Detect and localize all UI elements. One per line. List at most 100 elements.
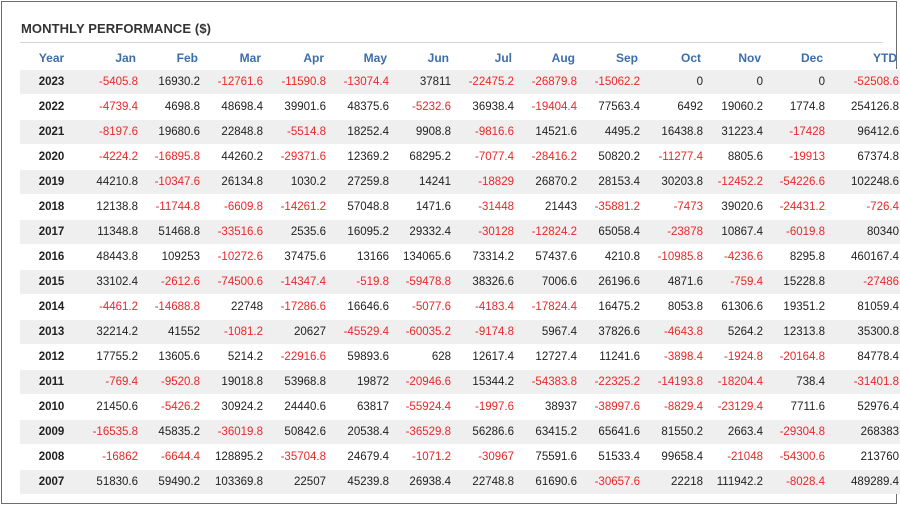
month-value-cell: 17755.2 — [83, 344, 142, 370]
month-value-cell: 26196.6 — [581, 269, 644, 295]
column-header-mar: Mar — [239, 50, 261, 65]
table-row: 2012 17755.2 13605.6 5214.2 -22916.6 59893.6 6… — [20, 344, 900, 370]
month-value-cell: 13166 — [330, 244, 393, 270]
year-cell: 2018 — [20, 194, 83, 220]
month-value-cell: -9520.8 — [142, 369, 204, 395]
year-cell: 2023 — [20, 69, 83, 95]
month-value-cell: 77563.4 — [581, 94, 644, 120]
month-value-cell: -1924.8 — [707, 344, 767, 370]
month-value-cell: 30203.8 — [644, 169, 707, 195]
month-value-cell: 15344.2 — [455, 369, 518, 395]
month-value-cell: -4643.8 — [644, 319, 707, 345]
ytd-cell: 84778.4 — [829, 344, 900, 370]
month-value-cell: -28416.2 — [518, 144, 581, 170]
month-value-cell: -10347.6 — [142, 169, 204, 195]
ytd-cell: 52976.4 — [829, 394, 900, 420]
month-value-cell: -769.4 — [83, 369, 142, 395]
month-value-cell: -5232.6 — [393, 94, 455, 120]
ytd-cell: 67374.8 — [829, 144, 900, 170]
month-value-cell: 27259.8 — [330, 169, 393, 195]
month-value-cell: -29371.6 — [267, 144, 330, 170]
month-value-cell: -2612.6 — [142, 269, 204, 295]
month-value-cell: 13605.6 — [142, 344, 204, 370]
column-header-jan: Jan — [115, 50, 136, 65]
month-value-cell: 51468.8 — [142, 219, 204, 245]
month-value-cell: 19872 — [330, 369, 393, 395]
column-header-aug: Aug — [551, 50, 575, 65]
month-value-cell: 2535.6 — [267, 219, 330, 245]
month-value-cell: -60035.2 — [393, 319, 455, 345]
column-header-dec: Dec — [800, 50, 823, 65]
month-value-cell: 14241 — [393, 169, 455, 195]
column-header-ytd: YTD — [873, 50, 897, 65]
month-value-cell: 16646.6 — [330, 294, 393, 320]
month-value-cell: 4698.8 — [142, 94, 204, 120]
table-row: 2016 48443.8 109253 -10272.6 37475.6 13166 134… — [20, 244, 900, 270]
month-value-cell: 22748.8 — [455, 469, 518, 494]
month-value-cell: -22916.6 — [267, 344, 330, 370]
month-value-cell: 0 — [644, 69, 707, 95]
month-value-cell: 12313.8 — [767, 319, 829, 345]
month-value-cell: 12138.8 — [83, 194, 142, 220]
year-cell: 2021 — [20, 119, 83, 145]
month-value-cell: -9174.8 — [455, 319, 518, 345]
month-value-cell: -519.8 — [330, 269, 393, 295]
month-value-cell: -9816.6 — [455, 119, 518, 145]
month-value-cell: 26938.4 — [393, 469, 455, 494]
month-value-cell: -17286.6 — [267, 294, 330, 320]
month-value-cell: 63415.2 — [518, 419, 581, 445]
month-value-cell: -5426.2 — [142, 394, 204, 420]
month-value-cell: 81550.2 — [644, 419, 707, 445]
month-value-cell: 26870.2 — [518, 169, 581, 195]
month-value-cell: 31223.4 — [707, 119, 767, 145]
month-value-cell: -14688.8 — [142, 294, 204, 320]
month-value-cell: 37475.6 — [267, 244, 330, 270]
month-value-cell: 65641.6 — [581, 419, 644, 445]
month-value-cell: -55924.4 — [393, 394, 455, 420]
month-value-cell: 0 — [707, 69, 767, 95]
header-row: Year Jan Feb Mar Apr May Jun Jul Aug Sep Oct Nov Dec… — [20, 46, 900, 70]
month-value-cell: 19060.2 — [707, 94, 767, 120]
month-value-cell: -6644.4 — [142, 444, 204, 470]
table-row: 2010 21450.6 -5426.2 30924.2 24440.6 63817 -55… — [20, 394, 900, 420]
month-value-cell: -14193.8 — [644, 369, 707, 395]
month-value-cell: 20538.4 — [330, 419, 393, 445]
month-value-cell: 57048.8 — [330, 194, 393, 220]
year-cell: 2008 — [20, 444, 83, 470]
month-value-cell: 9908.8 — [393, 119, 455, 145]
month-value-cell: -24431.2 — [767, 194, 829, 220]
month-value-cell: 738.4 — [767, 369, 829, 395]
month-value-cell: 628 — [393, 344, 455, 370]
month-value-cell: 7711.6 — [767, 394, 829, 420]
year-cell: 2014 — [20, 294, 83, 320]
month-value-cell: -54300.6 — [767, 444, 829, 470]
month-value-cell: -12824.2 — [518, 219, 581, 245]
month-value-cell: 39901.6 — [267, 94, 330, 120]
month-value-cell: -1071.2 — [393, 444, 455, 470]
year-cell: 2007 — [20, 469, 83, 494]
column-header-year: Year — [38, 50, 65, 65]
ytd-cell: 460167.4 — [829, 244, 900, 270]
column-header-jun: Jun — [427, 50, 449, 65]
table-row: 2019 44210.8 -10347.6 26134.8 1030.2 27259.8 1… — [20, 169, 900, 195]
table-row: 2021 -8197.6 19680.6 22848.8 -5514.8 18252.4 9… — [20, 119, 900, 145]
month-value-cell: -4461.2 — [83, 294, 142, 320]
month-value-cell: -31448 — [455, 194, 518, 220]
month-value-cell: 8295.8 — [767, 244, 829, 270]
month-value-cell: -16862 — [83, 444, 142, 470]
table-row: 2022 -4739.4 4698.8 48698.4 39901.6 48375.6 -5… — [20, 94, 900, 120]
month-value-cell: -4739.4 — [83, 94, 142, 120]
ytd-cell: -726.4 — [829, 194, 900, 220]
month-value-cell: -6019.8 — [767, 219, 829, 245]
month-value-cell: 5967.4 — [518, 319, 581, 345]
panel-title: MONTHLY PERFORMANCE ($) — [21, 21, 212, 36]
month-value-cell: -19404.4 — [518, 94, 581, 120]
month-value-cell: 36938.4 — [455, 94, 518, 120]
month-value-cell: 11348.8 — [83, 219, 142, 245]
month-value-cell: 8805.6 — [707, 144, 767, 170]
month-value-cell: 19680.6 — [142, 119, 204, 145]
table-row: 2008 -16862 -6644.4 128895.2 -35704.8 24679.4… — [20, 444, 900, 470]
month-value-cell: 21443 — [518, 194, 581, 220]
month-value-cell: 51533.4 — [581, 444, 644, 470]
month-value-cell: 53968.8 — [267, 369, 330, 395]
